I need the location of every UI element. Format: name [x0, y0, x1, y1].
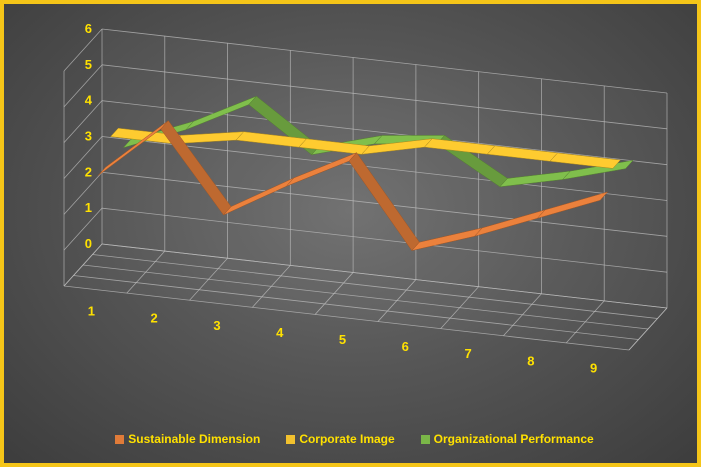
- back-wall-gridline: [101, 136, 668, 201]
- x-tick-label: 5: [339, 332, 346, 347]
- x-tick-label: 1: [88, 304, 95, 319]
- legend-item-2: Corporate Image: [286, 432, 395, 446]
- back-wall-gridline: [101, 28, 668, 94]
- y-tick-label: 3: [85, 129, 92, 144]
- back-wall-gridline: [101, 100, 668, 166]
- x-tick-label: 6: [402, 339, 409, 354]
- legend-label: Sustainable Dimension: [128, 432, 261, 446]
- back-wall-gridline: [101, 64, 668, 130]
- side-wall-gridline: [63, 28, 103, 72]
- floor-gridline: [63, 285, 630, 351]
- floor-gridline: [73, 275, 639, 340]
- x-tick-label: 2: [151, 311, 158, 326]
- y-tick-label: 5: [85, 57, 92, 72]
- floor-gridline: [92, 254, 658, 319]
- legend-label: Corporate Image: [299, 432, 395, 446]
- floor-gridline: [82, 264, 649, 330]
- series-segment-1-8: [536, 191, 609, 219]
- chart-legend: Sustainable Dimension Corporate Image Orga…: [4, 432, 697, 446]
- x-tick-label: 7: [464, 346, 471, 361]
- side-wall-gridline: [63, 207, 103, 251]
- series-segment-2-8: [549, 152, 621, 169]
- y-axis-ticks: 0 1 2 3 4 5 6: [85, 21, 93, 251]
- x-tick-label: 9: [590, 360, 597, 375]
- x-tick-label: 4: [276, 325, 284, 340]
- side-wall-gridline: [63, 172, 103, 215]
- legend-label: Organizational Performance: [433, 432, 594, 446]
- legend-item-3: Organizational Performance: [420, 432, 594, 446]
- chart-series-group: [97, 95, 634, 252]
- legend-swatch: [286, 434, 296, 444]
- y-tick-label: 1: [85, 200, 92, 215]
- x-tick-label: 3: [213, 318, 220, 333]
- back-wall-gridline: [101, 207, 668, 273]
- x-tick-label: 8: [527, 353, 534, 368]
- y-tick-label: 6: [85, 21, 92, 36]
- chart-plot: 0 1 2 3 4 5 6 1 2 3 4 5 6 7 8 9: [63, 21, 668, 376]
- legend-swatch: [115, 434, 125, 444]
- legend-swatch: [420, 434, 430, 444]
- chart-walls: [64, 29, 667, 350]
- chart-gridlines: [63, 28, 668, 351]
- floor-right-edge: [628, 307, 668, 351]
- x-axis-ticks: 1 2 3 4 5 6 7 8 9: [88, 304, 597, 376]
- side-wall-gridline: [63, 64, 103, 108]
- legend-item-1: Sustainable Dimension: [115, 432, 260, 446]
- y-tick-label: 0: [85, 236, 92, 251]
- side-wall-gridline: [63, 100, 103, 143]
- floor-gridline: [101, 243, 668, 309]
- side-wall-gridline: [63, 136, 103, 179]
- y-tick-label: 2: [85, 164, 92, 179]
- y-tick-label: 4: [85, 93, 93, 108]
